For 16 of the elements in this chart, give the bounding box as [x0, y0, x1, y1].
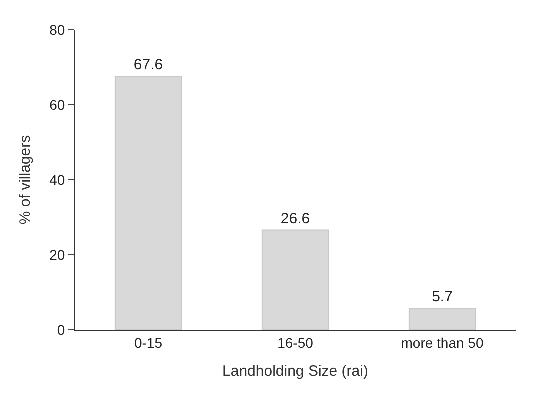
bar: [262, 230, 330, 330]
data-label: 5.7: [432, 288, 453, 306]
x-tick-label: 16-50: [278, 334, 314, 351]
y-tick-label: 0: [57, 322, 66, 338]
bar: [114, 76, 182, 330]
y-tick-label: 20: [50, 246, 66, 263]
x-tick-label: 0-15: [134, 334, 163, 351]
y-axis-title: % of villagers: [16, 135, 34, 225]
data-label: 26.6: [280, 210, 310, 228]
x-tick-label: more than 50: [401, 334, 484, 351]
y-tick-label: 60: [50, 96, 66, 113]
y-tick-label: 80: [50, 22, 66, 38]
y-tick-label: 40: [50, 172, 66, 188]
bar: [408, 308, 476, 330]
data-label: 67.6: [134, 56, 164, 74]
x-axis-title: Landholding Size (rai): [222, 362, 368, 380]
